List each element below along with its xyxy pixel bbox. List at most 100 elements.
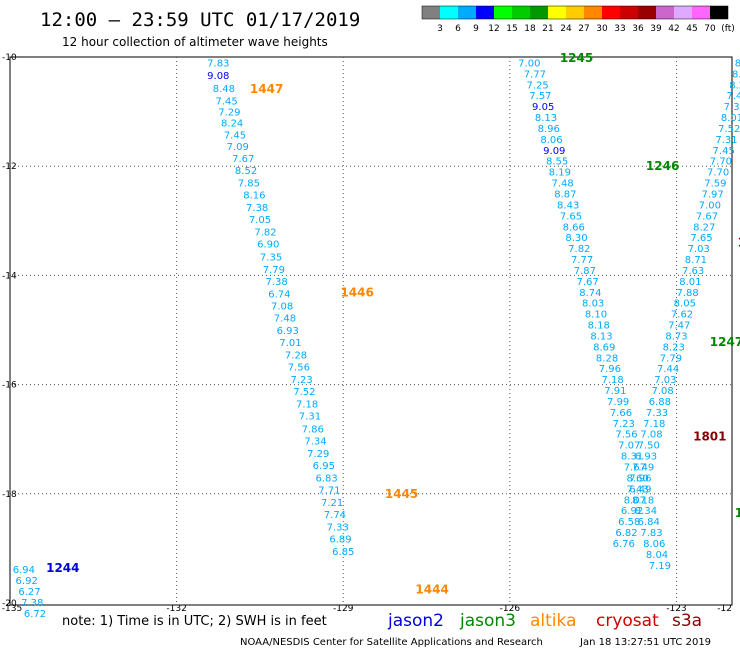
pass-time-label: 1246: [646, 159, 679, 173]
swh-value-label: 6.92: [16, 576, 38, 587]
swh-value-label: 7.23: [613, 419, 635, 430]
swh-value-label: 7.09: [227, 142, 249, 153]
swh-value-label: 7.33: [646, 408, 668, 419]
swh-value-label: 7.96: [599, 364, 621, 375]
swh-value-label: 8.34: [635, 506, 657, 517]
color-scale-label: 30: [596, 24, 608, 34]
swh-value-label: 8.48: [213, 84, 235, 95]
x-tick-label: -123: [666, 604, 686, 614]
color-scale-label: 18: [524, 24, 536, 34]
pass-time-label: 1444: [415, 582, 448, 596]
swh-value-label: 7.38: [246, 203, 268, 214]
swh-value-label: 6.74: [268, 289, 290, 300]
swh-value-label: 7.70: [710, 157, 732, 168]
swh-value-label: 6.85: [332, 547, 354, 558]
swh-value-label: 7.56: [615, 430, 637, 441]
color-scale-swatch: [458, 6, 476, 19]
pass-time-label: 1244: [46, 561, 79, 575]
swh-value-label: 7.83: [640, 528, 662, 539]
swh-value-label: 6.89: [329, 535, 351, 546]
swh-value-label: 8.71: [685, 255, 707, 266]
swh-value-label: 7.62: [671, 310, 693, 321]
swh-value-label: 8.18: [632, 495, 654, 506]
footer-agency: NOAA/NESDIS Center for Satellite Applica…: [240, 637, 543, 648]
swh-value-label: 7.50: [638, 441, 660, 452]
swh-value-label: 8.52: [235, 166, 257, 177]
swh-value-label: 6.84: [638, 517, 660, 528]
swh-value-label: 7.29: [307, 449, 329, 460]
color-scale-outline: [421, 5, 729, 20]
swh-value-label: 7.03: [654, 375, 676, 386]
swh-value-label: 7.52: [293, 387, 315, 398]
color-scale-label: 21: [542, 24, 553, 34]
color-scale-swatch: [656, 6, 674, 19]
swh-value-label: 8.06: [540, 135, 562, 146]
swh-value-label: 8.69: [593, 342, 615, 353]
swh-value-label: 7.74: [324, 510, 346, 521]
swh-value-label: 8.07: [624, 495, 646, 506]
swh-value-label: 7.01: [279, 338, 301, 349]
y-tick-label: -20: [2, 599, 17, 609]
swh-value-label: 7.45: [224, 131, 246, 142]
swh-value-label: 7.63: [682, 266, 704, 277]
swh-value-label: 8.13: [535, 113, 557, 124]
swh-value-label: 7.59: [704, 179, 726, 190]
swh-value-label: 8.23: [663, 342, 685, 353]
color-scale-label: 45: [686, 24, 697, 34]
swh-value-label: 7.52: [718, 124, 740, 135]
swh-value-label: 7.70: [707, 168, 729, 179]
swh-value-label: 7.71: [318, 485, 340, 496]
swh-value-label: 7.00: [699, 200, 721, 211]
axis-ticks: -135 -132 -129 -126 -123 -12 -10 -12 -14 -16 -18 -2…: [2, 53, 732, 614]
swh-value-label: 7.67: [232, 154, 254, 165]
color-scale-swatch: [548, 6, 566, 19]
swh-value-label: 9.09: [543, 146, 565, 157]
pass-time-label: 1446: [340, 285, 373, 299]
swh-value-label: 6.93: [635, 452, 657, 463]
y-tick-label: -18: [2, 490, 17, 500]
pass-time-label: 1245: [560, 51, 593, 65]
swh-value-label: 7.66: [610, 408, 632, 419]
color-scale-swatch: [476, 6, 494, 19]
swh-value-label: 6.88: [649, 397, 671, 408]
swh-value-label: 7.79: [263, 265, 285, 276]
color-scale-swatch: [422, 6, 440, 19]
color-scale-swatch: [710, 6, 728, 19]
swh-value-label: 6.76: [613, 539, 635, 550]
swh-value-label: 7.18: [643, 419, 665, 430]
swh-value-label: 7.67: [696, 211, 718, 222]
pass-time-label: 1445: [385, 487, 418, 501]
swh-value-label: 7.88: [676, 288, 698, 299]
color-scale-swatch: [620, 6, 638, 19]
swh-value-label: 7.18: [296, 400, 318, 411]
y-tick-label: -16: [2, 381, 17, 391]
color-scale-swatch: [530, 6, 548, 19]
swh-value-label: 7.97: [701, 190, 723, 201]
pass-time-label: 1248: [735, 506, 740, 520]
swh-value-label: 8.60: [626, 473, 648, 484]
swh-value-label: 8.05: [674, 299, 696, 310]
swh-value-label: 7.86: [302, 424, 324, 435]
swh-value-label: 7.08: [271, 301, 293, 312]
swh-value-label: 8.19: [549, 168, 571, 179]
swh-value-label: 8.07: [735, 58, 740, 69]
swh-value-label: 7.03: [688, 244, 710, 255]
swh-value-label: 8.06: [643, 539, 665, 550]
swh-value-label: 7.31: [299, 412, 321, 423]
swh-value-label: 6.58: [618, 517, 640, 528]
color-scale-label: 6: [455, 24, 461, 34]
swh-value-label: 8.16: [243, 191, 265, 202]
swh-value-label: 7.28: [285, 351, 307, 362]
swh-value-label: 8.10: [585, 310, 607, 321]
swh-value-label: 7.08: [651, 386, 673, 397]
plot-frame: [9, 56, 733, 606]
color-scale-swatch: [440, 6, 458, 19]
swh-value-label: 6.83: [315, 473, 337, 484]
swh-value-label: 7.00: [518, 58, 540, 69]
swh-value-label: 8.01: [679, 277, 701, 288]
swh-value-label: 7.44: [657, 364, 679, 375]
swh-value-label: 7.38: [21, 598, 43, 609]
chart-subtitle: 12 hour collection of altimeter wave hei…: [62, 35, 328, 49]
swh-value-label: 6.93: [277, 326, 299, 337]
